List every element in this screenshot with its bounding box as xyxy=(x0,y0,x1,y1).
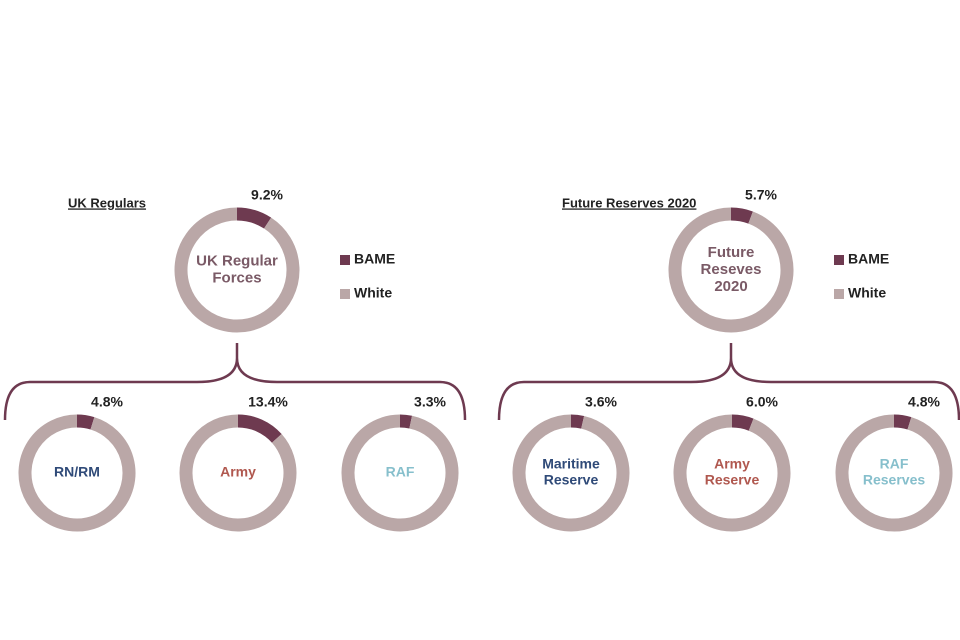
donut-segment xyxy=(673,414,791,532)
donut-segment xyxy=(174,207,300,333)
donut-label: Reserves xyxy=(863,472,925,488)
donut-label: Army xyxy=(714,456,750,472)
donut-segment xyxy=(835,414,953,532)
donut-segment xyxy=(570,414,585,429)
value-label: 5.7% xyxy=(745,187,777,203)
donut-segment xyxy=(668,207,794,333)
legend-label: White xyxy=(354,285,392,301)
donut-label: RAF xyxy=(880,456,909,472)
legend-swatch xyxy=(340,289,350,299)
donut-label: Army xyxy=(220,464,256,480)
legend-label: BAME xyxy=(354,251,395,267)
value-label: 9.2% xyxy=(251,187,283,203)
donut-label: Maritime xyxy=(542,456,600,472)
donut-label: Forces xyxy=(212,269,261,286)
donut-segment xyxy=(76,414,95,430)
donut-label: UK Regular xyxy=(196,252,278,269)
donut-segment xyxy=(18,414,136,532)
bracket xyxy=(3,343,467,421)
donut-segment xyxy=(512,414,630,532)
donut-segment xyxy=(893,414,912,430)
value-label: 3.6% xyxy=(585,394,617,410)
donut-segment xyxy=(179,414,297,532)
value-label: 4.8% xyxy=(908,394,940,410)
legend-label: White xyxy=(848,285,886,301)
donut-segment xyxy=(341,414,459,532)
legend-label: BAME xyxy=(848,251,889,267)
legend-swatch xyxy=(834,289,844,299)
donut-segment xyxy=(731,414,754,431)
legend-swatch xyxy=(834,255,844,265)
value-label: 3.3% xyxy=(414,394,446,410)
donut-label: 2020 xyxy=(714,278,747,295)
legend-swatch xyxy=(340,255,350,265)
group-title: UK Regulars xyxy=(68,195,146,210)
donut-label: RAF xyxy=(386,464,415,480)
bracket xyxy=(497,343,960,421)
donut-label: Reserve xyxy=(705,472,760,488)
donut-segment xyxy=(237,414,282,443)
value-label: 6.0% xyxy=(746,394,778,410)
donut-segment xyxy=(236,207,272,229)
donut-label: Reseves xyxy=(701,261,762,278)
donut-label: Reserve xyxy=(544,472,599,488)
donut-label: Future xyxy=(708,244,755,261)
group-title: Future Reserves 2020 xyxy=(562,195,696,210)
donut-segment xyxy=(399,414,413,429)
value-label: 13.4% xyxy=(248,394,288,410)
donut-segment xyxy=(730,207,753,224)
donut-label: RN/RM xyxy=(54,464,100,480)
value-label: 4.8% xyxy=(91,394,123,410)
